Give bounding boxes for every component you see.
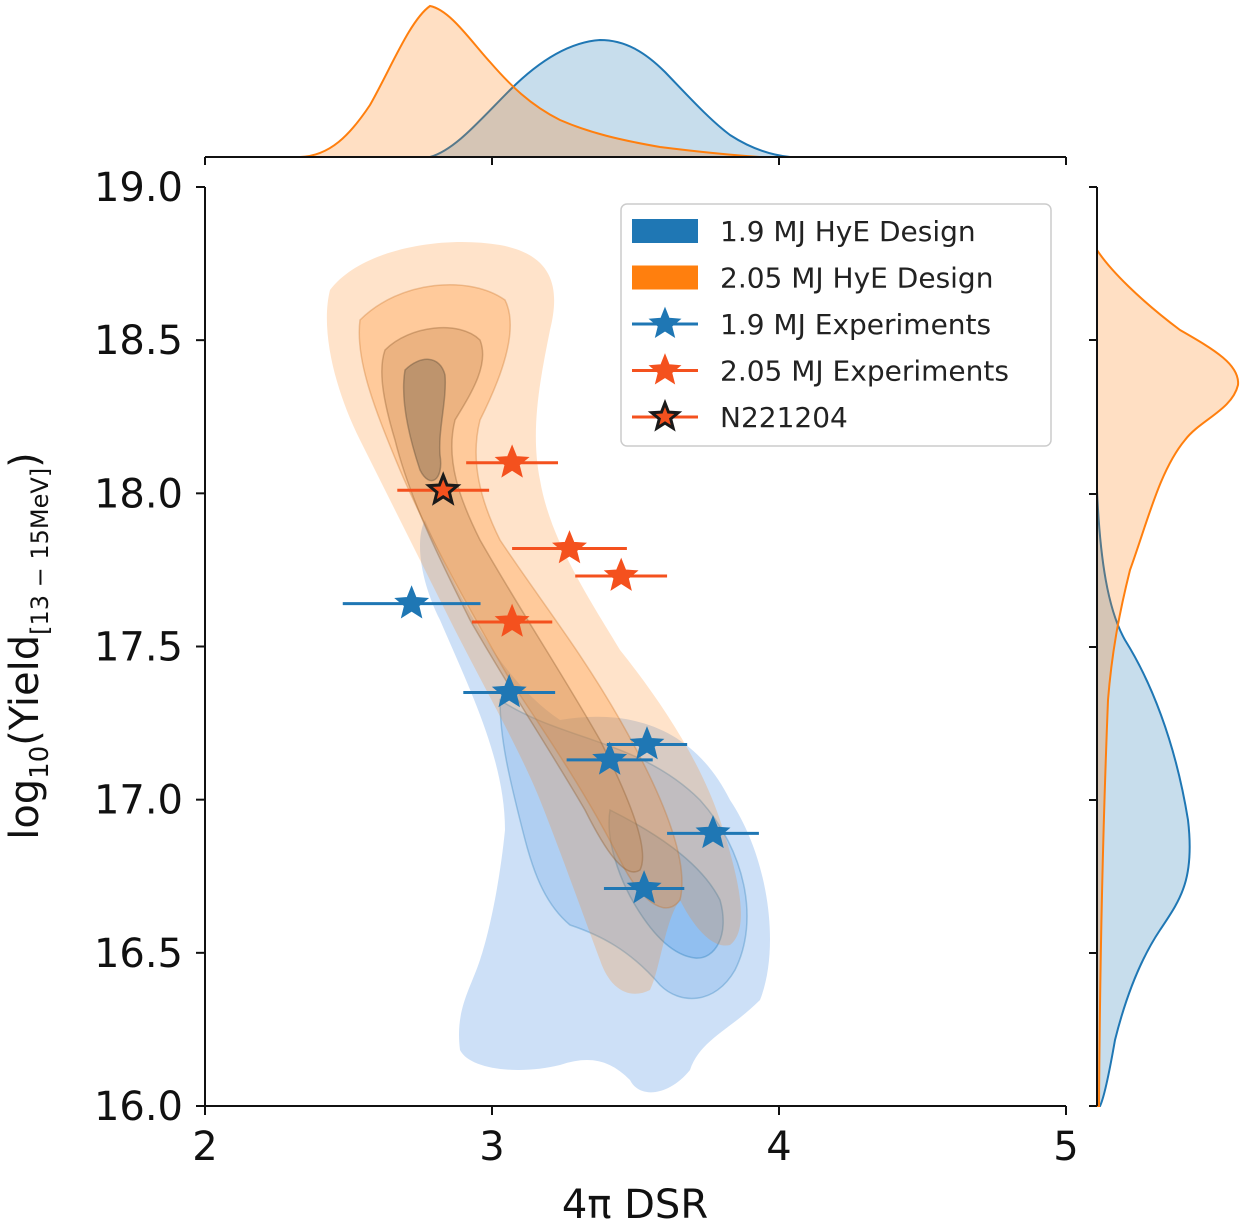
- right-marginal-density: [1089, 186, 1240, 1107]
- x-tick-label: 2: [192, 1124, 217, 1170]
- legend-label: 2.05 MJ HyE Design: [720, 262, 993, 295]
- legend-box: [620, 203, 1052, 447]
- orange-contour-4: [402, 358, 447, 482]
- plot-area: [326, 242, 770, 1093]
- data-point-star: [394, 585, 430, 619]
- x-ticks: 2 3 4 5: [192, 1106, 1079, 1170]
- y-axis-title-sub2: [13 − 15MeV]: [26, 468, 54, 635]
- orange-contour-3: [381, 327, 644, 873]
- data-point-star: [552, 530, 587, 564]
- data-point-star: [629, 726, 665, 760]
- data-point-star: [494, 444, 530, 478]
- legend-label: 1.9 MJ HyE Design: [720, 215, 976, 248]
- y-axis-title-mid: (Yield: [2, 635, 48, 746]
- y-tick-label: 19.0: [94, 165, 183, 211]
- data-point-star: [491, 674, 527, 708]
- data-point-star: [695, 815, 731, 849]
- orange-contour-1: [326, 242, 741, 994]
- legend-label: 1.9 MJ Experiments: [720, 308, 991, 341]
- y-axis-title-sub1: 10: [25, 746, 55, 779]
- data-point-star: [424, 471, 462, 506]
- legend: 1.9 MJ HyE Design 2.05 MJ HyE Design 1.9 M…: [620, 203, 1052, 447]
- legend-star: [648, 353, 682, 385]
- y-axis-title-log: log: [2, 779, 48, 840]
- y-tick-label: 17.5: [94, 625, 183, 671]
- y-ticks: 16.0 16.5 17.0 17.5 18.0 18.5 19.0: [94, 165, 205, 1130]
- legend-swatch: [632, 265, 698, 290]
- blue-density-contours: [420, 520, 770, 1093]
- x-tick-label: 4: [766, 1124, 791, 1170]
- data-point-star: [603, 557, 639, 591]
- y-tick-label: 16.0: [94, 1084, 183, 1130]
- right-density-orange: [1096, 246, 1240, 1107]
- x-axis-title: 4π DSR: [562, 1182, 708, 1228]
- legend-label: 2.05 MJ Experiments: [720, 355, 1009, 388]
- blue-contour-3: [608, 808, 724, 959]
- x-tick-label: 3: [479, 1124, 504, 1170]
- data-point-star: [626, 870, 662, 904]
- top-density-blue: [205, 38, 1066, 158]
- blue-contour-2: [499, 698, 748, 1000]
- y-tick-label: 16.5: [94, 931, 183, 977]
- blue-contour-1: [420, 520, 770, 1093]
- experiment-points: [342, 444, 759, 904]
- y-axis-title: log10(Yield[13 − 15MeV]): [2, 452, 55, 840]
- legend-star: [648, 306, 682, 338]
- y-tick-label: 18.0: [94, 471, 183, 517]
- data-point-star: [494, 603, 530, 637]
- top-density-orange: [205, 4, 1066, 158]
- right-density-blue: [1096, 489, 1191, 1107]
- y-axis-title-end: ): [2, 452, 48, 468]
- data-point-star: [592, 741, 628, 775]
- legend-star: [647, 398, 683, 432]
- y-tick-label: 18.5: [94, 318, 183, 364]
- top-marginal-density: [204, 4, 1067, 165]
- main-axes: 2 3 4 5 16.0 16.5 17.0 17.5 18.0 18.5 19.0: [94, 165, 1079, 1170]
- y-tick-label: 17.0: [94, 778, 183, 824]
- legend-label: N221204: [720, 401, 848, 434]
- legend-swatch: [632, 219, 698, 243]
- x-tick-label: 5: [1053, 1124, 1078, 1170]
- orange-density-contours: [326, 242, 741, 994]
